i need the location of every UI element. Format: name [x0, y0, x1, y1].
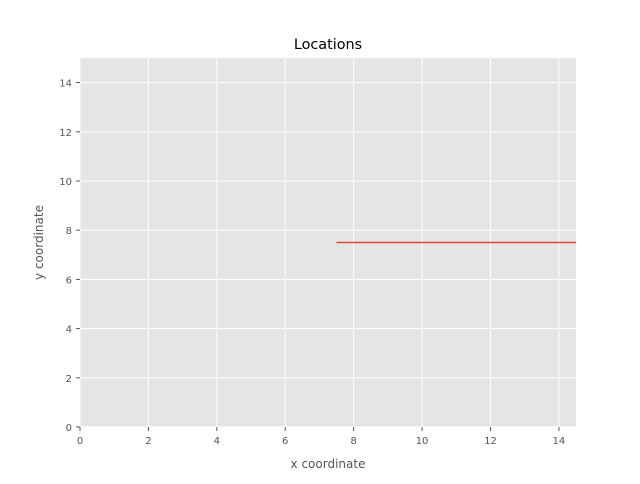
x-tick-label: 2	[145, 436, 151, 447]
y-tick-label: 8	[66, 226, 72, 237]
x-tick-label: 10	[416, 436, 429, 447]
y-tick-label: 14	[59, 79, 72, 90]
x-tick-label: 4	[214, 436, 220, 447]
grid-lines	[79, 58, 576, 428]
x-tick-label: 14	[553, 436, 566, 447]
y-tick-label: 4	[66, 325, 72, 336]
y-tick-label: 0	[66, 423, 72, 434]
x-tick-label: 0	[77, 436, 83, 447]
x-tick-label: 6	[282, 436, 288, 447]
x-tick-label: 12	[484, 436, 497, 447]
x-axis-label: x coordinate	[291, 457, 366, 471]
axis-ticks: 0 2 4 6 8 10 12 14 0 2 4 6 8 10 12 14	[59, 79, 565, 447]
y-axis-label: y coordinate	[32, 205, 46, 280]
chart-title: Locations	[294, 37, 362, 53]
y-tick-label: 2	[66, 374, 72, 385]
x-tick-label: 8	[350, 436, 356, 447]
y-tick-label: 6	[66, 275, 72, 286]
y-tick-label: 10	[59, 177, 72, 188]
y-tick-label: 12	[59, 128, 72, 139]
